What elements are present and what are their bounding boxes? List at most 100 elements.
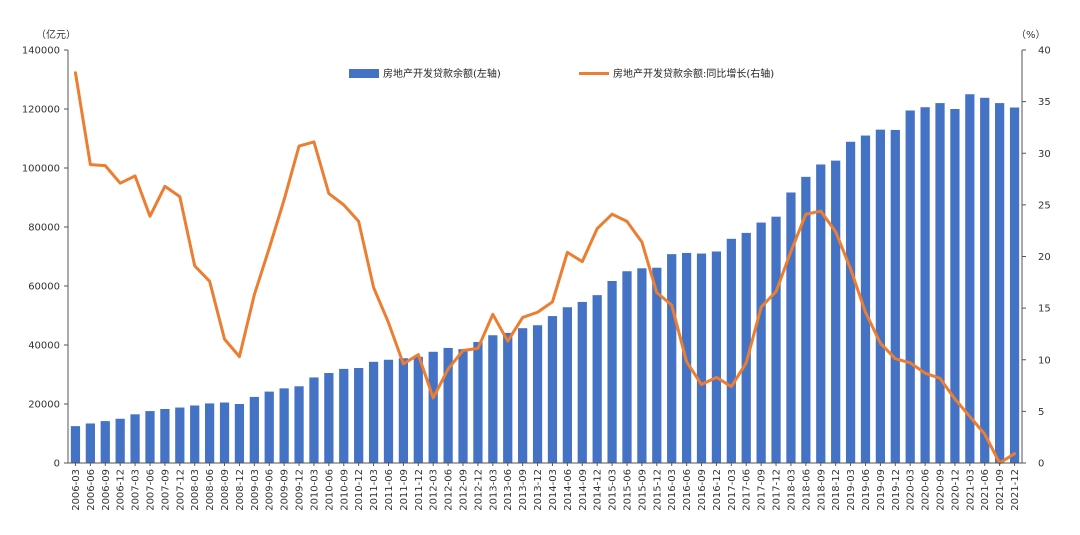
bar [383,359,394,463]
x-tick-label: 2018-03 [786,469,797,511]
right-tick-label: 25 [1038,200,1051,211]
x-tick-label: 2021-06 [980,469,991,511]
right-axis-unit: （%） [1016,29,1046,41]
bar [771,216,781,463]
right-tick-label: 20 [1038,252,1051,263]
right-tick-label: 35 [1038,97,1051,108]
bar [786,192,796,464]
x-tick-label: 2020-06 [921,469,932,511]
x-tick-label: 2014-12 [593,469,604,511]
bar [398,358,409,463]
right-tick-label: 10 [1038,355,1051,366]
x-tick-label: 2014-06 [563,469,574,511]
legend: 房地产开发贷款余额(左轴) 房地产开发贷款余额:同比增长(右轴) [349,67,774,80]
x-tick-label: 2016-09 [697,469,708,511]
x-tick-label: 2021-09 [995,469,1006,511]
x-tick-label: 2013-03 [488,469,499,511]
x-tick-label: 2016-06 [682,469,693,511]
bar [801,176,811,463]
bar [741,232,751,463]
bar [368,361,379,463]
bar [890,129,900,463]
x-tick-label: 2019-03 [846,469,857,511]
right-tick-label: 15 [1038,304,1051,315]
x-tick-label: 2007-12 [175,469,186,511]
x-tick-label: 2015-06 [622,469,633,511]
bar [175,407,185,463]
x-tick-label: 2010-06 [324,469,335,511]
x-tick-label: 2021-03 [965,469,976,511]
x-tick-label: 2015-03 [608,469,619,511]
bar [204,403,215,463]
bar [995,103,1005,463]
x-tick-label: 2011-06 [384,469,395,511]
bar [860,135,871,464]
left-tick-label: 100000 [22,164,60,175]
x-tick-label: 2012-12 [473,469,484,511]
x-tick-label: 2016-12 [712,469,723,511]
x-tick-label: 2011-12 [414,469,425,511]
bar [85,423,95,463]
x-tick-label: 2011-09 [399,469,410,511]
bar [518,328,528,463]
right-tick-label: 40 [1038,46,1051,57]
bar [160,409,170,463]
x-tick-label: 2006-12 [116,469,127,511]
bar [950,109,960,463]
x-tick-label: 2013-12 [533,469,544,511]
bar [294,386,304,463]
x-tick-label: 2009-12 [295,469,306,511]
x-tick-label: 2007-06 [145,469,156,511]
x-tick-label: 2017-03 [727,469,738,511]
line-series [73,71,1017,465]
bar [577,301,587,463]
x-tick-label: 2010-12 [354,469,365,511]
x-tick-label: 2018-12 [831,469,842,511]
bar [935,103,945,463]
left-axis-unit: （亿元） [36,28,76,41]
x-tick-label: 2009-03 [250,469,261,511]
x-tick-label: 2013-09 [518,469,529,511]
x-tick-label: 2015-09 [637,469,648,511]
bar [607,280,617,463]
bar [219,402,230,463]
left-tick-label: 40000 [28,341,60,352]
x-tick-label: 2018-06 [801,469,812,511]
bar [1009,107,1020,464]
bar [547,316,558,463]
bar [354,368,364,463]
x-tick-label: 2014-09 [578,469,589,511]
growth-line [73,71,1017,465]
x-tick-label: 2006-03 [71,469,82,511]
bar [592,295,602,463]
x-tick-label: 2008-12 [235,469,246,511]
left-tick-label: 20000 [28,400,60,411]
bar [905,110,915,463]
bar [637,268,647,463]
bar [831,160,841,464]
x-tick-label: 2019-12 [891,469,902,511]
x-tick-label: 2009-09 [280,469,291,511]
bar [980,97,990,463]
bar [726,238,736,463]
x-tick-label: 2011-03 [369,469,380,511]
bar [145,411,155,463]
right-tick-label: 30 [1038,149,1051,160]
bar [622,271,632,463]
left-tick-label: 80000 [28,223,60,234]
x-tick-label: 2017-12 [772,469,783,511]
bar [875,129,886,463]
left-tick-label: 60000 [28,282,60,293]
right-tick-label: 0 [1038,459,1044,470]
bar [443,347,453,463]
bar [667,254,677,463]
x-tick-label: 2013-06 [503,469,514,511]
right-tick-label: 5 [1038,407,1044,418]
bar [324,373,334,463]
x-tick-label: 2018-09 [816,469,827,511]
x-tick-label: 2020-03 [906,469,917,511]
x-tick-label: 2012-03 [429,469,440,511]
x-tick-label: 2020-09 [936,469,947,511]
bar [711,251,722,463]
x-tick-label: 2021-12 [1010,469,1021,511]
